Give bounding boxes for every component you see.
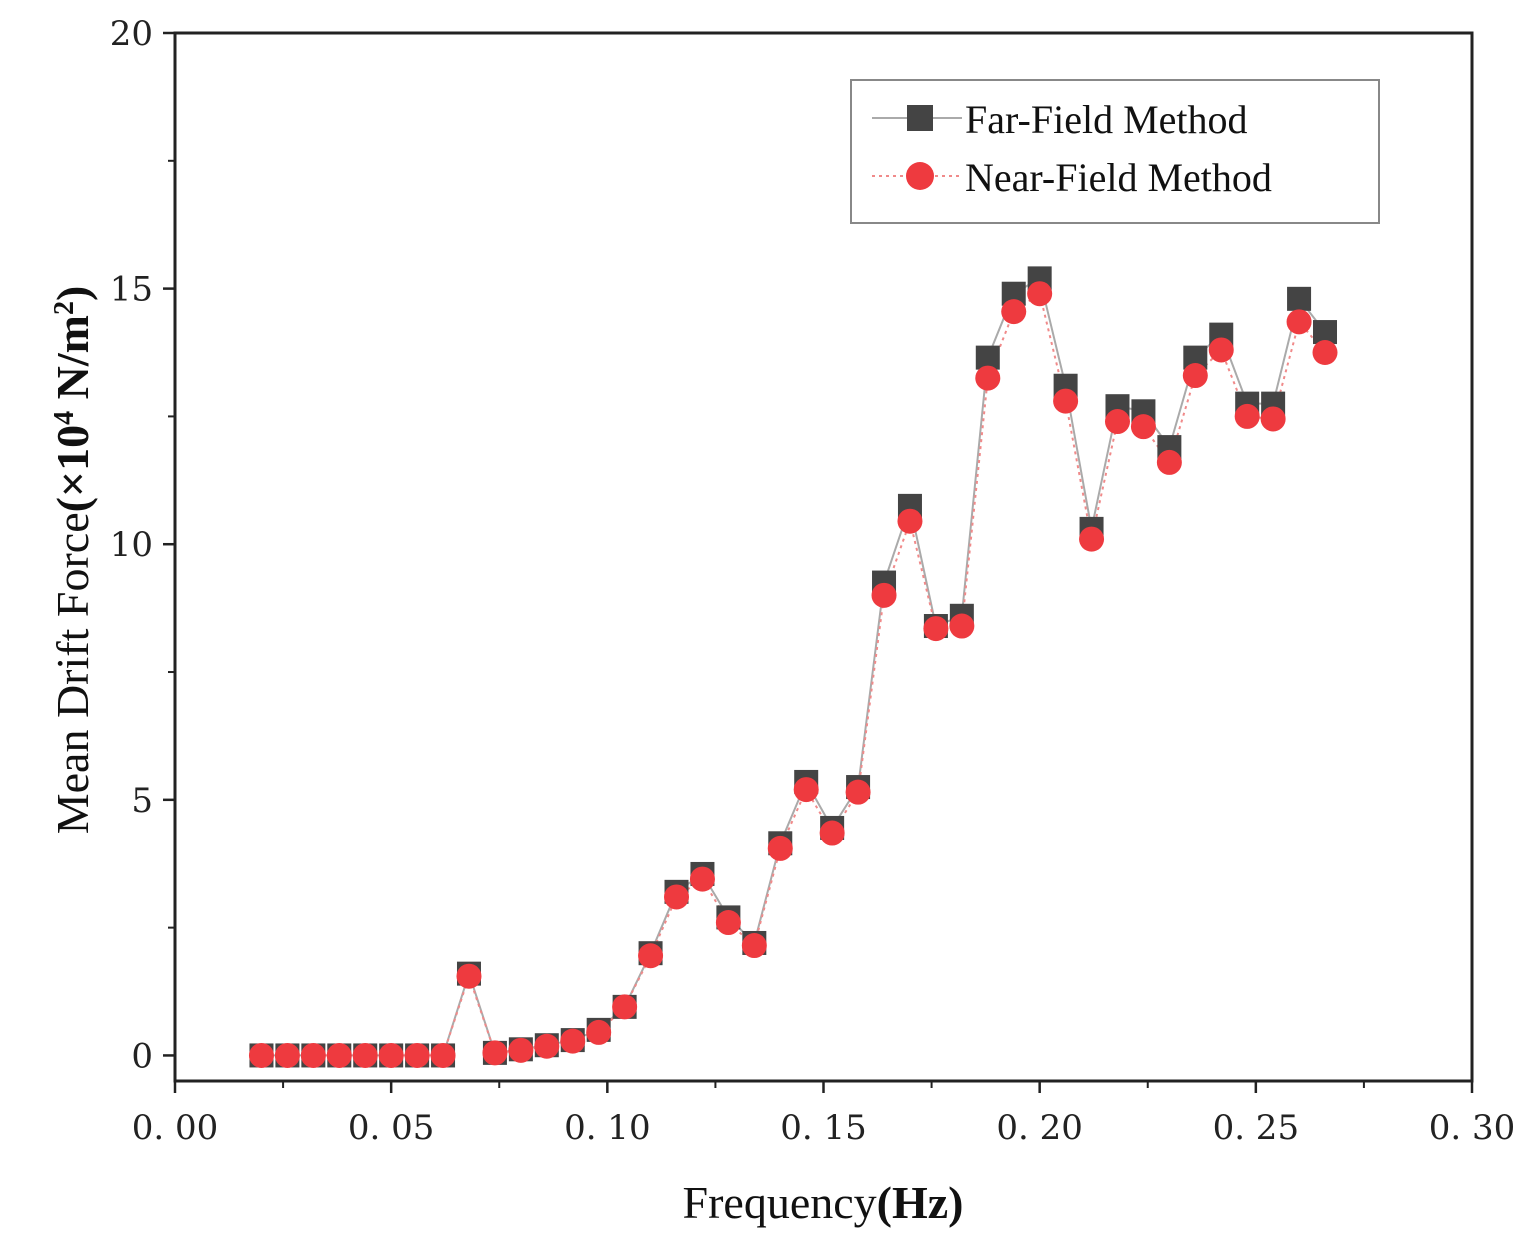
legend-far-field-label: Far-Field Method: [965, 97, 1248, 142]
far-field-point-40: [1287, 286, 1312, 311]
near-field-point-25: [897, 508, 923, 534]
near-field-point-18: [715, 910, 741, 936]
near-field-point-31: [1053, 388, 1079, 414]
near-field-point-30: [1027, 281, 1053, 307]
x-axis-title: Frequency(Hz): [683, 1177, 964, 1228]
x-tick-label-2: 0. 10: [564, 1108, 651, 1148]
x-axis-title-plain: Frequency: [683, 1177, 877, 1228]
x-axis-title-unit: (Hz): [877, 1177, 964, 1228]
near-field-point-8: [456, 963, 482, 989]
y-tick-label-3: 15: [110, 270, 153, 310]
near-field-point-39: [1260, 406, 1286, 432]
near-field-point-9: [482, 1040, 508, 1066]
near-field-point-5: [378, 1042, 404, 1068]
y-axis-title-unit-mid: N/m: [47, 315, 98, 411]
x-tick-label-4: 0. 20: [996, 1108, 1083, 1148]
y-axis-title: Mean Drift Force(×104 N/m2): [47, 286, 98, 835]
y-axis-title-unit-prefix: (×10: [47, 425, 98, 513]
x-tick-label-1: 0. 05: [348, 1108, 435, 1148]
axis-ticks: 0. 00 0. 05 0. 10 0. 15 0. 20 0. 25 0. 30 0 5 10 1…: [110, 14, 1516, 1148]
near-field-point-13: [586, 1019, 612, 1045]
near-field-point-22: [819, 820, 845, 846]
y-tick-label-0: 0: [131, 1036, 153, 1076]
near-field-point-0: [248, 1042, 274, 1068]
y-tick-label-4: 20: [110, 14, 153, 54]
near-field-point-12: [560, 1028, 586, 1054]
y-tick-label-2: 10: [110, 525, 153, 565]
near-field-point-15: [638, 943, 664, 969]
series-markers: [248, 266, 1338, 1068]
near-field-point-2: [300, 1042, 326, 1068]
near-field-point-6: [404, 1042, 430, 1068]
near-field-point-29: [1001, 299, 1027, 325]
near-field-point-35: [1156, 449, 1182, 475]
near-field-point-26: [923, 616, 949, 642]
near-field-point-36: [1182, 363, 1208, 389]
near-field-point-20: [767, 835, 793, 861]
near-field-point-19: [741, 933, 767, 959]
near-field-point-16: [664, 884, 690, 910]
x-tick-label-5: 0. 25: [1213, 1108, 1300, 1148]
near-field-point-27: [949, 613, 975, 639]
near-field-point-1: [274, 1042, 300, 1068]
y-axis-title-plain: Mean Drift Force: [47, 512, 98, 834]
near-field-point-28: [975, 365, 1001, 391]
near-field-point-17: [689, 866, 715, 892]
near-field-point-14: [612, 994, 638, 1020]
y-axis-title-exponent: 4: [49, 411, 80, 425]
near-field-point-37: [1208, 337, 1234, 363]
near-field-point-40: [1286, 309, 1312, 335]
x-tick-label-3: 0. 15: [780, 1108, 867, 1148]
legend-far-field-marker: [907, 105, 933, 131]
legend-near-field-marker: [906, 162, 934, 190]
near-field-point-33: [1104, 409, 1130, 435]
near-field-point-38: [1234, 403, 1260, 429]
near-field-point-11: [534, 1033, 560, 1059]
legend-near-field-label: Near-Field Method: [965, 155, 1272, 200]
near-field-point-24: [871, 582, 897, 608]
legend-box: [850, 79, 1380, 224]
x-tick-label-6: 0. 30: [1429, 1108, 1516, 1148]
near-field-point-21: [793, 777, 819, 803]
near-field-point-4: [352, 1042, 378, 1068]
near-field-point-34: [1130, 414, 1156, 440]
y-tick-label-1: 5: [131, 781, 153, 821]
near-field-point-32: [1079, 526, 1105, 552]
near-field-point-41: [1312, 340, 1338, 366]
near-field-point-23: [845, 779, 871, 805]
near-field-point-7: [430, 1042, 456, 1068]
y-axis-title-unit-suffix: ): [47, 286, 98, 301]
near-field-point-10: [508, 1037, 534, 1063]
legend: Far-Field Method Near-Field Method: [850, 79, 1380, 224]
near-field-point-3: [326, 1042, 352, 1068]
x-tick-label-0: 0. 00: [132, 1108, 219, 1148]
y-axis-title-square: 2: [49, 301, 80, 315]
